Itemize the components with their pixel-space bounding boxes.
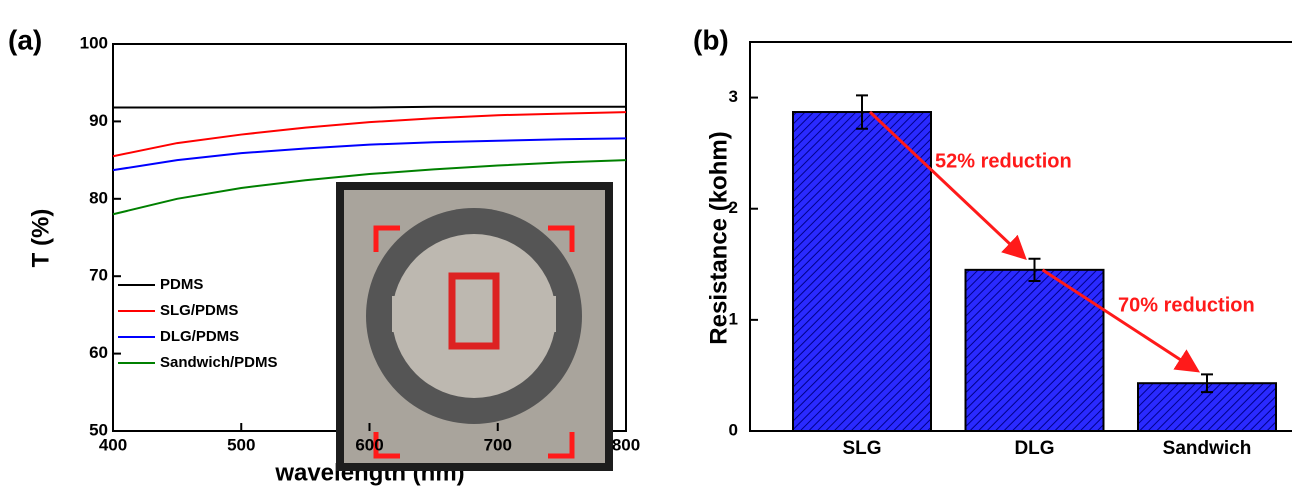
legend-label: Sandwich/PDMS <box>160 354 278 371</box>
error-bar <box>1028 257 1041 282</box>
y-axis-title: Resistance (kohm) <box>705 131 732 344</box>
x-tick-label: 800 <box>612 435 640 454</box>
y-tick-label: 50 <box>89 420 108 439</box>
panel-label: (b) <box>693 24 729 55</box>
series-line <box>113 105 626 109</box>
y-tick-label: 80 <box>89 188 108 207</box>
y-tick-label: 100 <box>80 33 108 52</box>
x-tick-label: 400 <box>99 435 127 454</box>
annotation-arrow <box>1041 268 1201 373</box>
y-tick-label: 70 <box>89 266 108 285</box>
series-line <box>112 111 627 158</box>
y-axis-title: T (%) <box>27 209 54 268</box>
annotation-arrow <box>868 110 1027 260</box>
series-line <box>112 137 627 172</box>
x-tick-label: DLG <box>1014 438 1054 459</box>
y-tick-label: 3 <box>729 87 738 106</box>
legend-label: DLG/PDMS <box>160 328 239 345</box>
y-tick-label: 0 <box>729 420 738 439</box>
legend-label: PDMS <box>160 276 203 293</box>
series-line <box>112 159 627 216</box>
x-tick-label: 700 <box>484 435 512 454</box>
bar <box>792 111 932 433</box>
annotation: 52% reduction <box>935 150 1072 172</box>
y-tick-label: 60 <box>89 343 108 362</box>
bar <box>964 268 1105 433</box>
error-bar <box>856 94 868 130</box>
y-tick-label: 1 <box>729 309 738 328</box>
x-tick-label: Sandwich <box>1163 438 1252 459</box>
x-tick-label: 600 <box>355 435 383 454</box>
x-tick-label: 500 <box>227 435 255 454</box>
x-tick-label: SLG <box>842 438 881 459</box>
y-tick-label: 2 <box>729 198 738 217</box>
annotation: 70% reduction <box>1118 294 1255 316</box>
inset-photo <box>336 182 613 471</box>
y-tick-label: 90 <box>89 111 108 130</box>
legend-label: SLG/PDMS <box>160 302 238 319</box>
error-bar <box>1201 373 1213 394</box>
panel-label: (a) <box>8 24 42 55</box>
